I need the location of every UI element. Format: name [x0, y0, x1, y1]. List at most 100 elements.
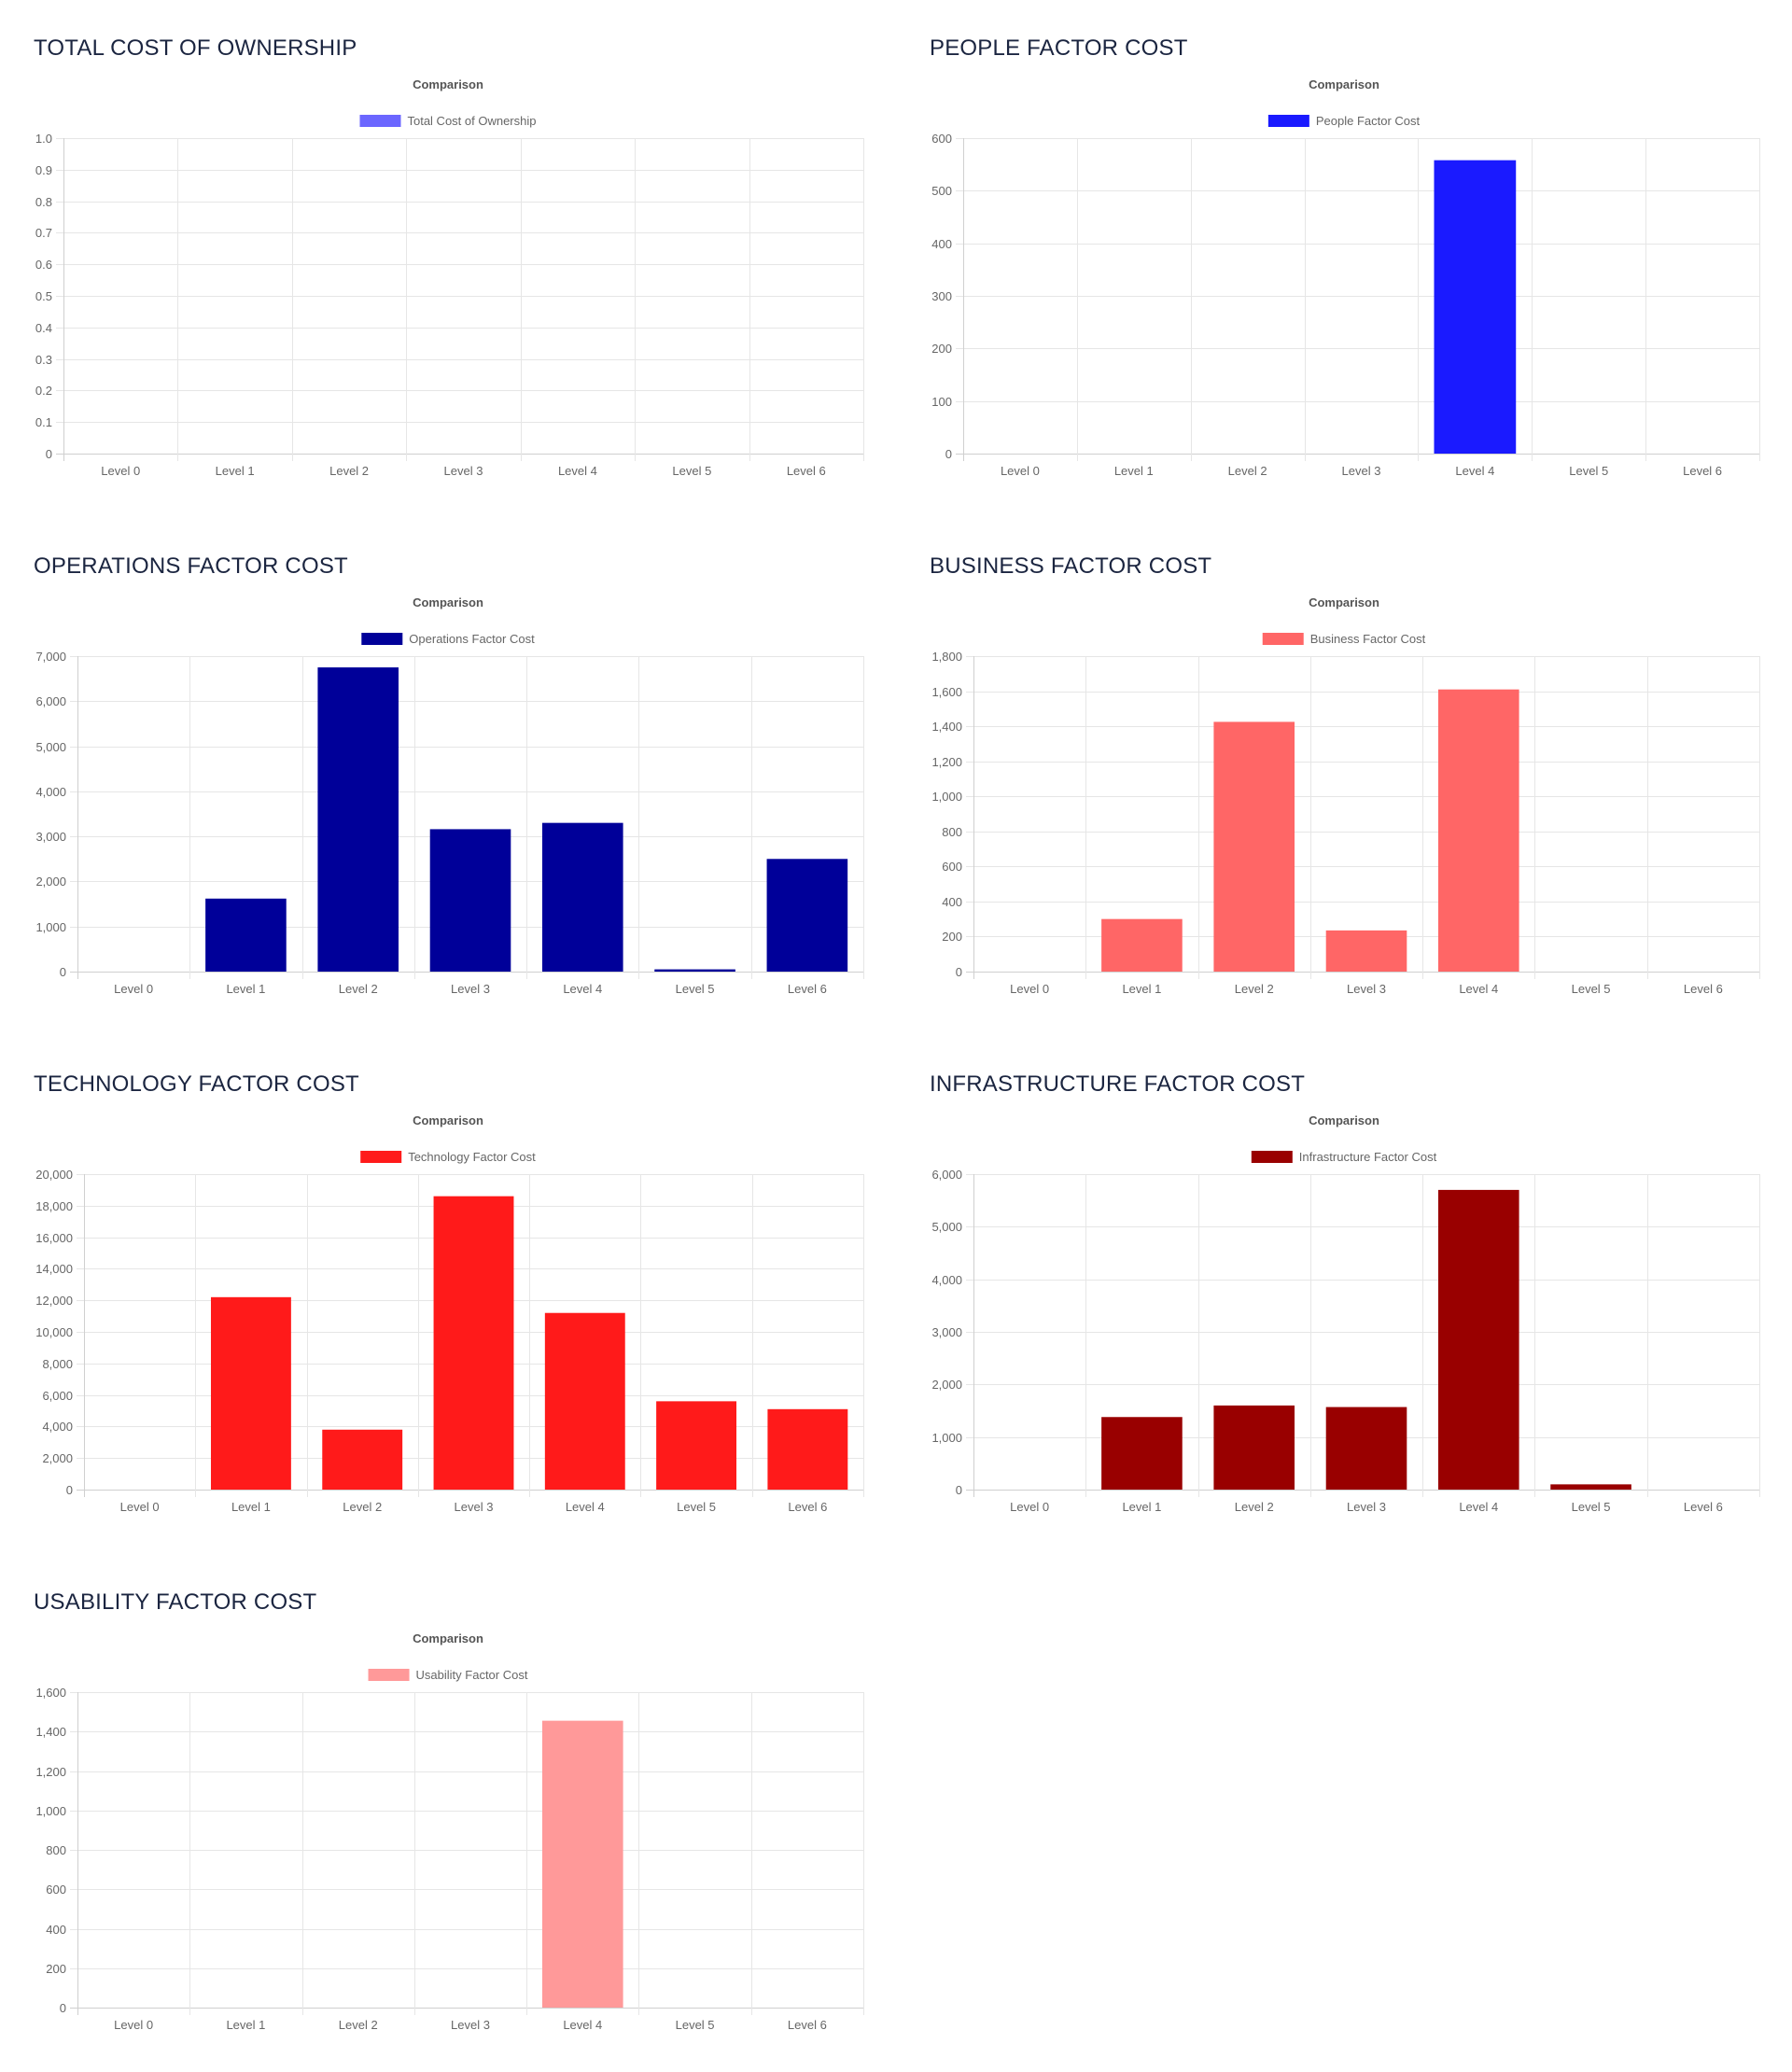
y-tick-label: 200 — [942, 930, 962, 944]
x-tick-label: Level 2 — [343, 1500, 382, 1514]
y-tick-label: 16,000 — [35, 1231, 73, 1245]
x-tick-label: Level 0 — [114, 982, 153, 996]
y-tick-label: 0 — [956, 965, 962, 979]
y-tick-label: 1,600 — [931, 685, 962, 699]
x-tick-label: Level 6 — [1684, 982, 1723, 996]
bar — [205, 898, 287, 972]
x-tick-label: Level 3 — [1347, 1500, 1386, 1514]
y-tick-label: 1.0 — [35, 132, 52, 146]
x-tick-label: Level 6 — [787, 464, 826, 478]
x-tick-label: Level 3 — [451, 2018, 490, 2032]
bar — [210, 1296, 291, 1490]
y-tick-label: 6,000 — [35, 694, 66, 708]
y-tick-label: 300 — [931, 289, 952, 303]
x-tick-label: Level 2 — [1228, 464, 1267, 478]
x-tick-label: Level 0 — [1010, 982, 1049, 996]
y-tick-label: 1,000 — [931, 1431, 962, 1445]
legend-swatch — [361, 633, 403, 645]
bar — [429, 829, 511, 972]
y-tick-label: 100 — [931, 395, 952, 409]
y-tick-label: 0 — [956, 1483, 962, 1497]
y-tick-label: 1,200 — [35, 1765, 66, 1779]
y-tick-label: 6,000 — [42, 1389, 73, 1403]
x-tick-label: Level 0 — [1010, 1500, 1049, 1514]
chart-panel: TECHNOLOGY FACTOR COST Comparison Technolo… — [0, 1036, 896, 1554]
bar — [1434, 160, 1517, 454]
y-tick-label: 5,000 — [931, 1220, 962, 1234]
bar — [1437, 689, 1519, 972]
y-tick-label: 3,000 — [35, 830, 66, 844]
y-tick-label: 600 — [942, 860, 962, 874]
x-tick-label: Level 1 — [1122, 982, 1161, 996]
y-tick-label: 0 — [60, 2001, 66, 2015]
bar — [1325, 1407, 1407, 1490]
x-tick-label: Level 1 — [226, 2018, 265, 2032]
bar — [1437, 1189, 1519, 1490]
x-tick-label: Level 1 — [231, 1500, 271, 1514]
chart-panel-title: TECHNOLOGY FACTOR COST — [34, 1071, 359, 1097]
x-tick-label: Level 1 — [226, 982, 265, 996]
bar — [656, 1401, 737, 1490]
y-tick-label: 800 — [46, 1843, 66, 1857]
y-tick-label: 500 — [931, 184, 952, 198]
chart-panel-title: BUSINESS FACTOR COST — [930, 553, 1212, 579]
bar-chart: Comparison People Factor Cost 0 100 200 300 40… — [931, 77, 1760, 478]
chart-panel-title: OPERATIONS FACTOR COST — [34, 553, 348, 579]
y-tick-label: 1,000 — [35, 920, 66, 934]
bar — [1325, 930, 1407, 972]
chart-subtitle: Comparison — [1309, 595, 1379, 609]
y-tick-label: 0.4 — [35, 321, 52, 335]
x-tick-label: Level 5 — [677, 1500, 716, 1514]
y-tick-label: 0 — [945, 447, 952, 461]
x-tick-label: Level 6 — [788, 982, 827, 996]
y-tick-label: 4,000 — [35, 785, 66, 799]
y-tick-label: 400 — [931, 237, 952, 251]
chart-panel: PEOPLE FACTOR COST Comparison People Facto… — [896, 0, 1792, 518]
bar — [541, 1720, 623, 2008]
y-tick-label: 0.5 — [35, 289, 52, 303]
x-tick-label: Level 5 — [676, 2018, 715, 2032]
x-tick-label: Level 5 — [1572, 1500, 1611, 1514]
chart-subtitle: Comparison — [413, 77, 483, 91]
y-tick-label: 1,400 — [35, 1725, 66, 1739]
y-tick-label: 200 — [46, 1962, 66, 1976]
bar-chart: Comparison Operations Factor Cost 0 1,000 2,… — [35, 595, 864, 996]
y-tick-label: 4,000 — [42, 1420, 73, 1434]
x-tick-label: Level 2 — [339, 2018, 378, 2032]
chart-subtitle: Comparison — [413, 595, 483, 609]
y-tick-label: 6,000 — [931, 1168, 962, 1182]
legend-label: Infrastructure Factor Cost — [1299, 1150, 1437, 1164]
y-tick-label: 2,000 — [35, 875, 66, 889]
y-tick-label: 18,000 — [35, 1199, 73, 1213]
x-tick-label: Level 3 — [455, 1500, 494, 1514]
x-tick-label: Level 3 — [1342, 464, 1381, 478]
x-tick-label: Level 3 — [451, 982, 490, 996]
chart-panel: BUSINESS FACTOR COST Comparison Business F… — [896, 518, 1792, 1036]
x-tick-label: Level 4 — [563, 2018, 602, 2032]
x-tick-label: Level 1 — [1114, 464, 1154, 478]
x-tick-label: Level 1 — [1122, 1500, 1161, 1514]
y-tick-label: 2,000 — [931, 1378, 962, 1392]
bar — [322, 1429, 403, 1490]
x-tick-label: Level 4 — [566, 1500, 605, 1514]
legend-swatch — [1251, 1151, 1293, 1163]
y-tick-label: 0.2 — [35, 384, 52, 398]
bar — [767, 1408, 848, 1490]
chart-panel-title: PEOPLE FACTOR COST — [930, 35, 1188, 61]
y-tick-label: 20,000 — [35, 1168, 73, 1182]
chart-panel-title: USABILITY FACTOR COST — [34, 1589, 317, 1615]
x-tick-label: Level 5 — [1569, 464, 1608, 478]
bar — [1101, 1417, 1183, 1490]
y-tick-label: 400 — [942, 895, 962, 909]
y-tick-label: 0.8 — [35, 195, 52, 209]
x-tick-label: Level 0 — [101, 464, 140, 478]
chart-panel: OPERATIONS FACTOR COST Comparison Operatio… — [0, 518, 896, 1036]
chart-panel-title: TOTAL COST OF OWNERSHIP — [34, 35, 357, 61]
y-tick-label: 4,000 — [931, 1273, 962, 1287]
bar — [766, 859, 848, 972]
y-tick-label: 1,200 — [931, 755, 962, 769]
chart-subtitle: Comparison — [1309, 77, 1379, 91]
y-tick-label: 0.3 — [35, 353, 52, 367]
bar-chart: Comparison Total Cost of Ownership 0 0.1 0.2… — [35, 77, 864, 478]
legend-swatch — [368, 1669, 410, 1681]
